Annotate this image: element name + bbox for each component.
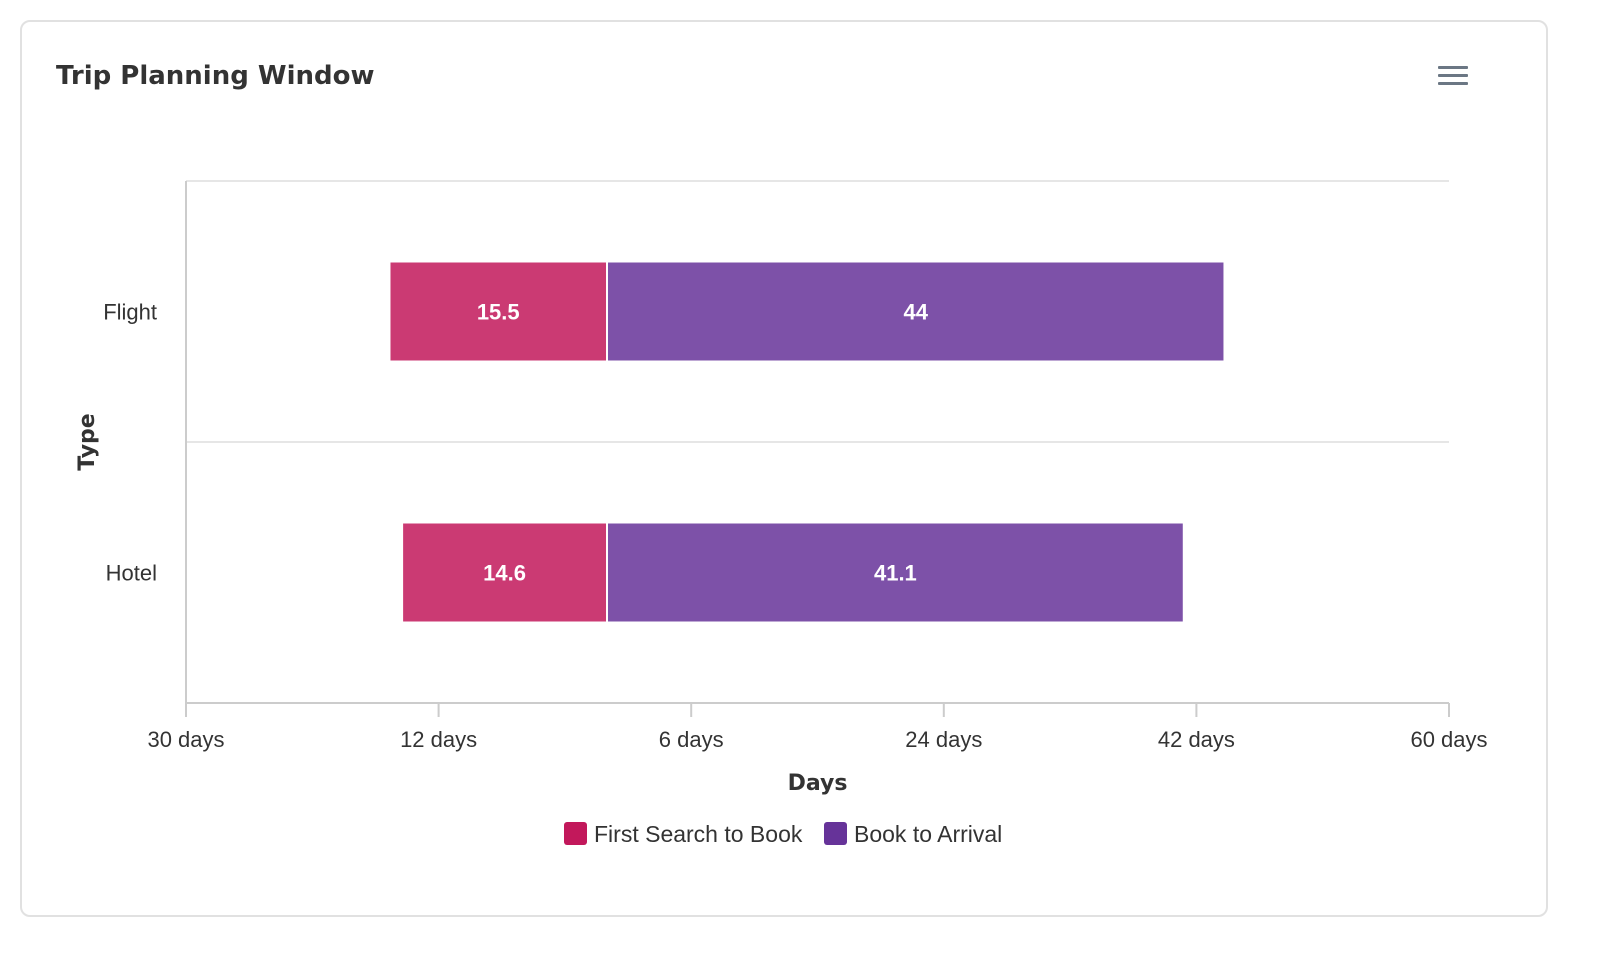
bar-flight-book-to-arrival [606,260,1226,363]
y-tick-label: Flight [103,300,157,325]
data-label: 14.6 [483,561,526,586]
x-tick-label: 42 days [1158,727,1235,752]
x-tick-label: 30 days [147,727,224,752]
x-axis-title: Days [788,771,848,796]
data-label: 41.1 [874,561,917,586]
x-tick-label: 60 days [1410,727,1487,752]
bar-hotel-first-search-to-book [401,521,609,624]
chart-title: Trip Planning Window [56,61,375,91]
x-tick-label: 6 days [659,727,724,752]
legend-label: First Search to Book [594,821,803,847]
y-tick-label: Hotel [106,561,157,586]
legend-label: Book to Arrival [854,821,1002,847]
hamburger-menu-icon[interactable] [1434,62,1470,92]
x-tick-label: 12 days [400,727,477,752]
data-label: 15.5 [477,300,520,325]
legend-swatch [824,822,847,845]
x-tick-label: 24 days [905,727,982,752]
y-axis-title: Type [75,413,100,470]
chart-card [20,20,1548,917]
bar-hotel-book-to-arrival [606,521,1185,624]
data-label: 44 [903,300,928,325]
legend-swatch [564,822,587,845]
